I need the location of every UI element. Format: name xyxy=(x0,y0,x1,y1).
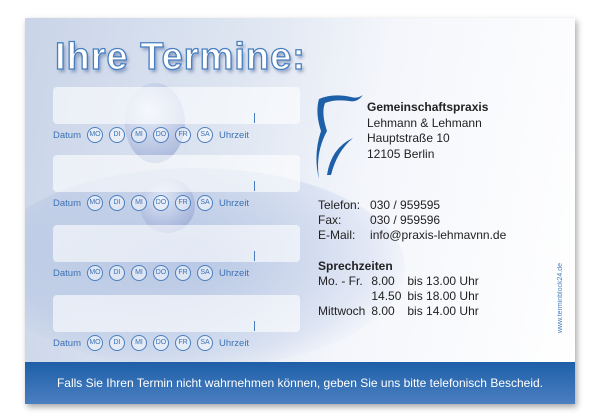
weekday-circle[interactable]: SA xyxy=(196,127,213,143)
email-label: E-Mail: xyxy=(318,228,356,242)
weekday-circle[interactable]: MO xyxy=(86,195,103,211)
hours-day: Mittwoch xyxy=(318,304,366,318)
date-label: Datum xyxy=(53,129,81,141)
weekday-circle[interactable]: MI xyxy=(130,127,147,143)
weekday-circle[interactable]: SA xyxy=(196,265,213,281)
hours-to: bis 13.00 Uhr xyxy=(407,274,479,288)
hours-to: bis 14.00 Uhr xyxy=(407,304,479,318)
date-label: Datum xyxy=(53,337,81,349)
phone-value: 030 / 959595 xyxy=(370,198,441,212)
weekday-circle[interactable]: MO xyxy=(86,127,103,143)
time-label: Uhrzeit xyxy=(218,337,250,349)
appointment-input-box[interactable] xyxy=(53,225,300,262)
weekday-circle[interactable]: DO xyxy=(152,265,169,281)
footer-notice: Falls Sie Ihren Termin nicht wahrnehmen … xyxy=(25,362,575,404)
appointment-date-row: Datum MO DI MI DO FR SA Uhrzeit xyxy=(53,127,249,143)
appointment-input-box[interactable] xyxy=(53,87,300,124)
practice-owners: Lehmann & Lehmann xyxy=(367,115,482,130)
hours-day xyxy=(318,289,371,304)
weekday-circle[interactable]: FR xyxy=(174,335,191,351)
fax-value: 030 / 959596 xyxy=(370,213,441,227)
weekday-circle[interactable]: DO xyxy=(152,335,169,351)
weekday-circle[interactable]: MO xyxy=(86,265,103,281)
hours-from: 14.50 xyxy=(371,289,402,303)
opening-hours: Sprechzeiten Mo. - Fr. 8.00 bis 13.00 Uhr … xyxy=(318,259,485,319)
appointment-input-box[interactable] xyxy=(53,295,300,332)
time-label: Uhrzeit xyxy=(218,129,250,141)
practice-street: Hauptstraße 10 xyxy=(367,131,450,145)
practice-name: Gemeinschaftspraxis xyxy=(367,100,489,114)
appointment-date-row: Datum MO DI MI DO FR SA Uhrzeit xyxy=(53,195,249,211)
divider-tick xyxy=(254,251,255,261)
weekday-circle[interactable]: DO xyxy=(152,127,169,143)
appointment-date-row: Datum MO DI MI DO FR SA Uhrzeit xyxy=(53,265,249,281)
phone-label: Telefon: xyxy=(318,198,361,212)
appointment-date-row: Datum MO DI MI DO FR SA Uhrzeit xyxy=(53,335,249,351)
weekday-circle[interactable]: DI xyxy=(108,195,125,211)
time-label: Uhrzeit xyxy=(218,267,250,279)
weekday-circle[interactable]: SA xyxy=(196,335,213,351)
website-url: www.terminblock24.de xyxy=(557,263,564,334)
weekday-circle[interactable]: FR xyxy=(174,127,191,143)
weekday-circle[interactable]: FR xyxy=(174,195,191,211)
hours-from: 8.00 xyxy=(371,274,395,288)
contact-info: Telefon: 030 / 959595 Fax: 030 / 959596 E-… xyxy=(318,198,516,243)
divider-tick xyxy=(254,181,255,191)
time-label: Uhrzeit xyxy=(218,197,250,209)
weekday-circle[interactable]: DI xyxy=(108,335,125,351)
appointment-input-box[interactable] xyxy=(53,155,300,192)
weekday-circle[interactable]: DO xyxy=(152,195,169,211)
weekday-circle[interactable]: SA xyxy=(196,195,213,211)
hours-heading: Sprechzeiten xyxy=(318,259,393,273)
date-label: Datum xyxy=(53,267,81,279)
card-title: Ihre Termine: xyxy=(54,35,306,78)
weekday-circle[interactable]: MI xyxy=(130,335,147,351)
weekday-circle[interactable]: FR xyxy=(174,265,191,281)
tooth-logo-icon xyxy=(316,95,363,179)
practice-city: 12105 Berlin xyxy=(367,146,435,161)
divider-tick xyxy=(254,113,255,123)
divider-tick xyxy=(254,321,255,331)
weekday-circle[interactable]: DI xyxy=(108,127,125,143)
hours-from: 8.00 xyxy=(371,304,395,318)
email-value: info@praxis-lehmavnn.de xyxy=(370,228,507,242)
hours-day: Mo. - Fr. xyxy=(318,274,363,288)
practice-address: Gemeinschaftspraxis Lehmann & Lehmann Ha… xyxy=(367,100,488,162)
appointment-card: Ihre Termine: Datum MO DI MI DO FR SA Uhrzeit Da… xyxy=(25,18,575,404)
weekday-circle[interactable]: MO xyxy=(86,335,103,351)
weekday-circle[interactable]: MI xyxy=(130,195,147,211)
weekday-circle[interactable]: MI xyxy=(130,265,147,281)
hours-to: bis 18.00 Uhr xyxy=(407,289,479,303)
weekday-circle[interactable]: DI xyxy=(108,265,125,281)
date-label: Datum xyxy=(53,197,81,209)
fax-label: Fax: xyxy=(318,213,342,227)
